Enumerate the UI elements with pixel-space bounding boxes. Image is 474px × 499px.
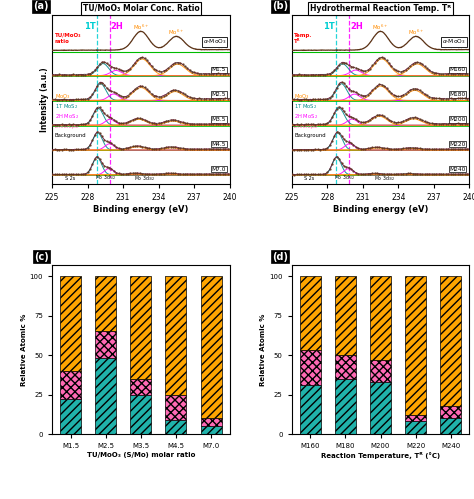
Text: M3.5: M3.5 bbox=[211, 117, 226, 122]
Text: 2H: 2H bbox=[110, 21, 123, 30]
Bar bbox=[60, 399, 81, 434]
Text: (b): (b) bbox=[272, 1, 288, 11]
Bar bbox=[60, 371, 81, 399]
Text: Mo$^{6+}$: Mo$^{6+}$ bbox=[408, 28, 424, 37]
Text: 1T: 1T bbox=[323, 21, 335, 30]
Bar bbox=[95, 331, 116, 358]
Text: 2H MoS$_2$: 2H MoS$_2$ bbox=[294, 112, 318, 121]
Bar bbox=[201, 426, 221, 434]
X-axis label: TU/MoO₃ (S/Mo) molar ratio: TU/MoO₃ (S/Mo) molar ratio bbox=[87, 452, 195, 458]
Y-axis label: Intensity (a.u.): Intensity (a.u.) bbox=[40, 67, 49, 132]
Text: (c): (c) bbox=[34, 251, 49, 261]
X-axis label: Binding energy (eV): Binding energy (eV) bbox=[333, 205, 428, 214]
Title: TU/MoO₃ Molar Conc. Ratio: TU/MoO₃ Molar Conc. Ratio bbox=[82, 4, 199, 13]
Text: Background: Background bbox=[55, 133, 86, 138]
Bar bbox=[370, 382, 391, 434]
Bar bbox=[440, 418, 461, 434]
Bar bbox=[335, 276, 356, 355]
Bar bbox=[335, 379, 356, 434]
Bar bbox=[405, 422, 426, 434]
Text: TU/MoO₃
ratio: TU/MoO₃ ratio bbox=[55, 32, 81, 44]
Text: (a): (a) bbox=[33, 1, 49, 11]
Text: M1.5: M1.5 bbox=[212, 67, 226, 72]
X-axis label: Binding energy (eV): Binding energy (eV) bbox=[93, 205, 189, 214]
Text: MoO$_3$: MoO$_3$ bbox=[55, 92, 71, 101]
Bar bbox=[165, 395, 186, 420]
Bar bbox=[60, 276, 81, 371]
Bar bbox=[130, 395, 151, 434]
Text: 1T MoS$_2$: 1T MoS$_2$ bbox=[55, 102, 78, 111]
Text: Mo 3d$_{5/2}$: Mo 3d$_{5/2}$ bbox=[335, 174, 356, 182]
Text: $\alpha$-MoO$_3$: $\alpha$-MoO$_3$ bbox=[202, 37, 226, 46]
Text: 1T: 1T bbox=[84, 21, 96, 30]
Y-axis label: Relative Atomic %: Relative Atomic % bbox=[21, 313, 27, 386]
Text: M180: M180 bbox=[449, 92, 466, 97]
Text: M7.0: M7.0 bbox=[211, 167, 226, 172]
Text: M240: M240 bbox=[449, 167, 466, 172]
Bar bbox=[300, 385, 321, 434]
Text: Mo$^{6+}$: Mo$^{6+}$ bbox=[168, 28, 184, 37]
Text: Mo 3d$_{3/2}$: Mo 3d$_{3/2}$ bbox=[374, 175, 394, 183]
Text: Envelope: Envelope bbox=[55, 124, 79, 129]
Text: S 2s: S 2s bbox=[304, 176, 315, 181]
Text: MoO$_3$: MoO$_3$ bbox=[294, 92, 310, 101]
Text: Mo$^{6+}$: Mo$^{6+}$ bbox=[133, 22, 149, 31]
Y-axis label: Relative Atomic %: Relative Atomic % bbox=[260, 313, 266, 386]
Text: 2H MoS$_2$: 2H MoS$_2$ bbox=[55, 112, 79, 121]
Text: Mo 3d$_{5/2}$: Mo 3d$_{5/2}$ bbox=[95, 174, 116, 182]
Bar bbox=[370, 360, 391, 382]
Text: M160: M160 bbox=[449, 67, 466, 72]
Text: (d): (d) bbox=[272, 251, 288, 261]
Text: Mo 3d$_{3/2}$: Mo 3d$_{3/2}$ bbox=[134, 175, 155, 183]
X-axis label: Reaction Temperature, Tᴿ (°C): Reaction Temperature, Tᴿ (°C) bbox=[321, 452, 440, 459]
Text: S 2s: S 2s bbox=[65, 176, 75, 181]
Bar bbox=[130, 379, 151, 395]
Bar bbox=[405, 415, 426, 422]
Text: Background: Background bbox=[294, 133, 326, 138]
Bar bbox=[201, 276, 221, 418]
Bar bbox=[95, 276, 116, 331]
Text: Mo$^{6+}$: Mo$^{6+}$ bbox=[373, 22, 389, 31]
Bar bbox=[440, 406, 461, 418]
Text: Temp.
Tᴿ: Temp. Tᴿ bbox=[294, 32, 313, 44]
Bar bbox=[165, 276, 186, 395]
Bar bbox=[405, 276, 426, 415]
Bar bbox=[300, 276, 321, 350]
Bar bbox=[165, 420, 186, 434]
Text: M220: M220 bbox=[449, 142, 466, 147]
Title: Hydrothermal Reaction Temp. Tᴿ: Hydrothermal Reaction Temp. Tᴿ bbox=[310, 4, 451, 13]
Text: 2H: 2H bbox=[350, 21, 363, 30]
Bar bbox=[370, 276, 391, 360]
Bar bbox=[300, 350, 321, 385]
Text: M200: M200 bbox=[449, 117, 466, 122]
Bar bbox=[440, 276, 461, 406]
Bar bbox=[335, 355, 356, 379]
Bar bbox=[95, 358, 116, 434]
Text: Envelope: Envelope bbox=[294, 124, 319, 129]
Text: M4.5: M4.5 bbox=[211, 142, 226, 147]
Text: 1T MoS$_2$: 1T MoS$_2$ bbox=[294, 102, 318, 111]
Text: $\alpha$-MoO$_3$: $\alpha$-MoO$_3$ bbox=[442, 37, 466, 46]
Text: M2.5: M2.5 bbox=[211, 92, 226, 97]
Bar bbox=[130, 276, 151, 379]
Bar bbox=[201, 418, 221, 426]
